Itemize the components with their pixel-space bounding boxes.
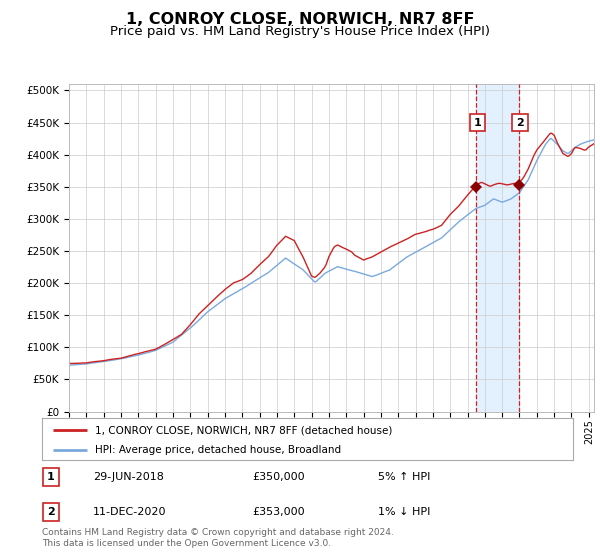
- Text: Contains HM Land Registry data © Crown copyright and database right 2024.
This d: Contains HM Land Registry data © Crown c…: [42, 528, 394, 548]
- Text: 1: 1: [473, 118, 481, 128]
- Bar: [476, 84, 518, 412]
- Text: 29-JUN-2018: 29-JUN-2018: [93, 472, 164, 482]
- Text: £350,000: £350,000: [252, 472, 305, 482]
- Text: 1, CONROY CLOSE, NORWICH, NR7 8FF (detached house): 1, CONROY CLOSE, NORWICH, NR7 8FF (detac…: [95, 425, 392, 435]
- Text: 11-DEC-2020: 11-DEC-2020: [93, 507, 167, 517]
- Text: 5% ↑ HPI: 5% ↑ HPI: [378, 472, 430, 482]
- Text: 1% ↓ HPI: 1% ↓ HPI: [378, 507, 430, 517]
- Text: 2: 2: [516, 118, 524, 128]
- Text: 1: 1: [47, 472, 55, 482]
- Text: Price paid vs. HM Land Registry's House Price Index (HPI): Price paid vs. HM Land Registry's House …: [110, 25, 490, 38]
- Text: HPI: Average price, detached house, Broadland: HPI: Average price, detached house, Broa…: [95, 445, 341, 455]
- Text: £353,000: £353,000: [252, 507, 305, 517]
- Text: 1, CONROY CLOSE, NORWICH, NR7 8FF: 1, CONROY CLOSE, NORWICH, NR7 8FF: [126, 12, 474, 27]
- Text: 2: 2: [47, 507, 55, 517]
